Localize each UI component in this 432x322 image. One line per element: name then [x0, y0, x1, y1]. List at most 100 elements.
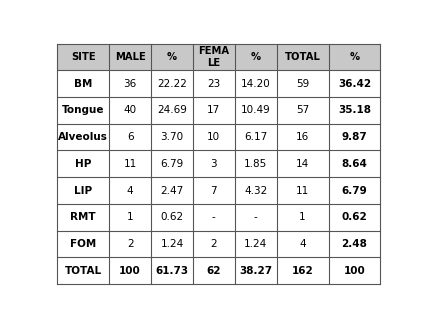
Bar	[109, 257, 151, 284]
Text: 6.17: 6.17	[244, 132, 267, 142]
Bar	[276, 150, 329, 177]
Bar	[329, 43, 381, 70]
Bar	[193, 70, 235, 97]
Bar	[57, 97, 109, 124]
Bar	[235, 257, 276, 284]
Text: 2: 2	[210, 239, 217, 249]
Text: Alveolus: Alveolus	[58, 132, 108, 142]
Bar	[276, 97, 329, 124]
Bar	[235, 177, 276, 204]
Text: 62: 62	[206, 266, 221, 276]
Text: BM: BM	[74, 79, 92, 89]
Text: 0.62: 0.62	[342, 212, 367, 222]
Text: 36.42: 36.42	[338, 79, 371, 89]
Text: 17: 17	[207, 105, 220, 115]
Text: 100: 100	[119, 266, 141, 276]
Text: 7: 7	[210, 185, 217, 195]
Bar	[329, 150, 381, 177]
Text: 61.73: 61.73	[156, 266, 189, 276]
Text: TOTAL: TOTAL	[65, 266, 102, 276]
Text: 10.49: 10.49	[241, 105, 270, 115]
Text: Tongue: Tongue	[62, 105, 105, 115]
Bar	[329, 257, 381, 284]
Bar	[235, 70, 276, 97]
Bar	[329, 70, 381, 97]
Bar	[235, 97, 276, 124]
Text: 11: 11	[296, 185, 309, 195]
Bar	[235, 231, 276, 257]
Bar	[276, 70, 329, 97]
Bar	[276, 204, 329, 231]
Bar	[151, 43, 193, 70]
Bar	[57, 70, 109, 97]
Bar	[329, 204, 381, 231]
Text: 4.32: 4.32	[244, 185, 267, 195]
Bar	[109, 97, 151, 124]
Bar	[193, 204, 235, 231]
Text: 23: 23	[207, 79, 220, 89]
Bar	[193, 124, 235, 150]
Bar	[151, 177, 193, 204]
Text: 162: 162	[292, 266, 314, 276]
Text: 40: 40	[124, 105, 137, 115]
Text: %: %	[251, 52, 261, 62]
Text: MALE: MALE	[115, 52, 146, 62]
Bar	[109, 124, 151, 150]
Text: 6.79: 6.79	[342, 185, 367, 195]
Text: 3.70: 3.70	[160, 132, 184, 142]
Text: 1: 1	[299, 212, 306, 222]
Bar	[57, 43, 109, 70]
Bar	[151, 70, 193, 97]
Text: -: -	[212, 212, 216, 222]
Bar	[329, 231, 381, 257]
Bar	[109, 231, 151, 257]
Bar	[193, 43, 235, 70]
Text: 6.79: 6.79	[160, 159, 184, 169]
Bar	[57, 124, 109, 150]
Text: LIP: LIP	[74, 185, 92, 195]
Text: FOM: FOM	[70, 239, 96, 249]
Bar	[235, 124, 276, 150]
Text: 24.69: 24.69	[157, 105, 187, 115]
Text: TOTAL: TOTAL	[285, 52, 321, 62]
Text: 59: 59	[296, 79, 309, 89]
Bar	[57, 231, 109, 257]
Bar	[109, 70, 151, 97]
Text: 1.24: 1.24	[244, 239, 267, 249]
Bar	[193, 177, 235, 204]
Text: 35.18: 35.18	[338, 105, 371, 115]
Text: RMT: RMT	[70, 212, 96, 222]
Bar	[57, 257, 109, 284]
Bar	[151, 124, 193, 150]
Bar	[276, 257, 329, 284]
Text: 1: 1	[127, 212, 133, 222]
Text: 3: 3	[210, 159, 217, 169]
Text: 1.85: 1.85	[244, 159, 267, 169]
Text: 10: 10	[207, 132, 220, 142]
Text: 14.20: 14.20	[241, 79, 270, 89]
Text: 2: 2	[127, 239, 133, 249]
Text: 4: 4	[127, 185, 133, 195]
Text: 8.64: 8.64	[342, 159, 368, 169]
Text: 6: 6	[127, 132, 133, 142]
Text: 100: 100	[343, 266, 365, 276]
Bar	[151, 97, 193, 124]
Text: 11: 11	[124, 159, 137, 169]
Bar	[151, 204, 193, 231]
Bar	[276, 43, 329, 70]
Text: -: -	[254, 212, 257, 222]
Bar	[235, 43, 276, 70]
Text: 4: 4	[299, 239, 306, 249]
Text: 57: 57	[296, 105, 309, 115]
Bar	[193, 231, 235, 257]
Bar	[276, 177, 329, 204]
Text: %: %	[167, 52, 177, 62]
Text: HP: HP	[75, 159, 92, 169]
Bar	[151, 150, 193, 177]
Bar	[329, 177, 381, 204]
Bar	[109, 43, 151, 70]
Text: 14: 14	[296, 159, 309, 169]
Bar	[276, 124, 329, 150]
Bar	[151, 231, 193, 257]
Bar	[57, 177, 109, 204]
